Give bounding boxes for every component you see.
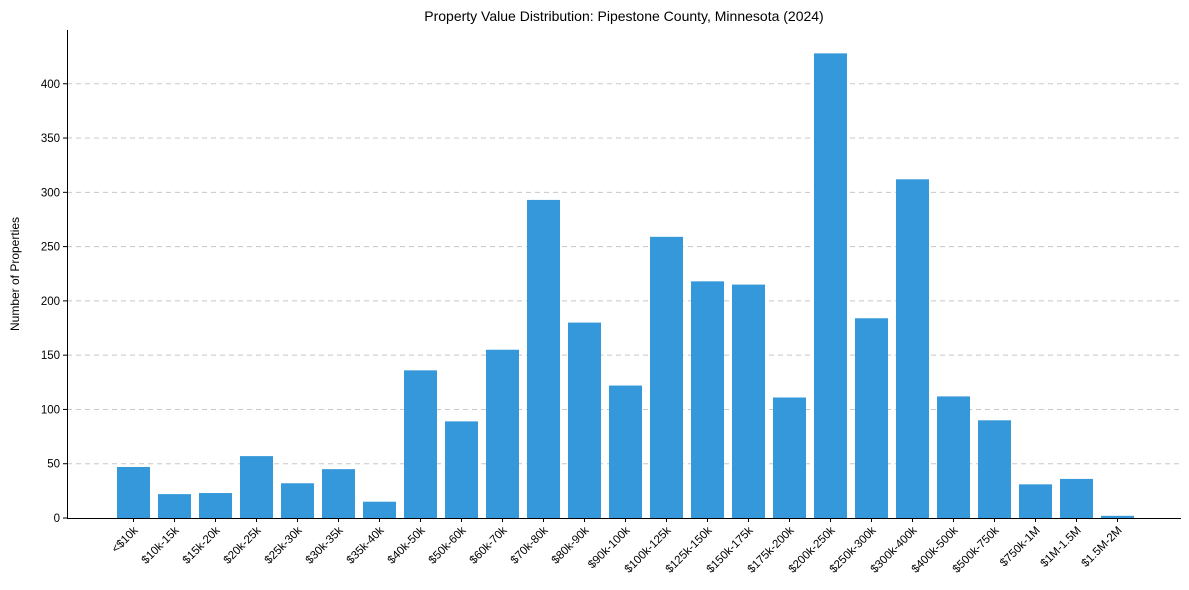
- bar: [322, 469, 355, 518]
- bar: [1060, 478, 1093, 518]
- y-tick-label: 300: [41, 187, 60, 199]
- bar: [896, 179, 929, 519]
- y-tick-label: 350: [41, 133, 60, 145]
- bar: [117, 466, 150, 518]
- bar: [937, 396, 970, 518]
- y-axis-label: Number of Properties: [8, 217, 22, 331]
- x-tick-label: $1M-1.5M: [1039, 525, 1084, 570]
- bar: [773, 397, 806, 518]
- x-tick-label: $30k-35k: [304, 524, 346, 566]
- bar: [609, 385, 642, 518]
- y-tick-label: 100: [41, 404, 60, 416]
- x-tick-label: $20k-25k: [222, 524, 264, 566]
- x-tick-label: $35k-40k: [345, 524, 387, 566]
- bar: [1101, 515, 1134, 518]
- axes: [67, 30, 1181, 519]
- y-ticks: 0 50 100 150 200 250 300 350 400: [41, 79, 67, 525]
- bar: [363, 501, 396, 518]
- bar: [240, 456, 273, 518]
- y-tick-label: 0: [54, 513, 60, 525]
- bar: [445, 421, 478, 518]
- bar: [650, 236, 683, 519]
- x-tick-label: $60k-70k: [468, 524, 510, 566]
- bar: [855, 318, 888, 518]
- bar: [404, 370, 437, 518]
- x-tick-label: $70k-80k: [509, 524, 551, 566]
- bar: [486, 349, 519, 518]
- y-tick-label: 250: [41, 242, 60, 254]
- x-tick-label: $80k-90k: [550, 524, 592, 566]
- bar: [978, 420, 1011, 518]
- x-tick-label: $10k-15k: [140, 524, 182, 566]
- bar: [568, 322, 601, 518]
- bar: [1019, 484, 1052, 518]
- y-tick-label: 50: [47, 459, 60, 471]
- bar: [732, 284, 765, 518]
- bar: [814, 53, 847, 519]
- y-tick-label: 200: [41, 296, 60, 308]
- x-tick-label: $40k-50k: [386, 524, 428, 566]
- bar: [691, 281, 724, 518]
- x-tick-label: $50k-60k: [427, 524, 469, 566]
- x-tick-label: $750k-1M: [998, 525, 1043, 570]
- y-tick-label: 400: [41, 79, 60, 91]
- y-tick-label: 150: [41, 350, 60, 362]
- bars: [117, 53, 1134, 519]
- bar: [281, 483, 314, 518]
- x-ticks: <$10k $10k-15k $15k-20k $20k-25k $25k-30k $30…: [110, 518, 1125, 576]
- bar: [527, 199, 560, 519]
- bar: [199, 493, 232, 518]
- x-tick-label: $25k-30k: [263, 524, 305, 566]
- x-tick-label: <$10k: [110, 524, 141, 555]
- bar: [158, 494, 191, 518]
- x-tick-label: $15k-20k: [181, 524, 223, 566]
- x-tick-label: $1.5M-2M: [1080, 525, 1125, 570]
- chart-title: Property Value Distribution: Pipestone C…: [424, 8, 823, 24]
